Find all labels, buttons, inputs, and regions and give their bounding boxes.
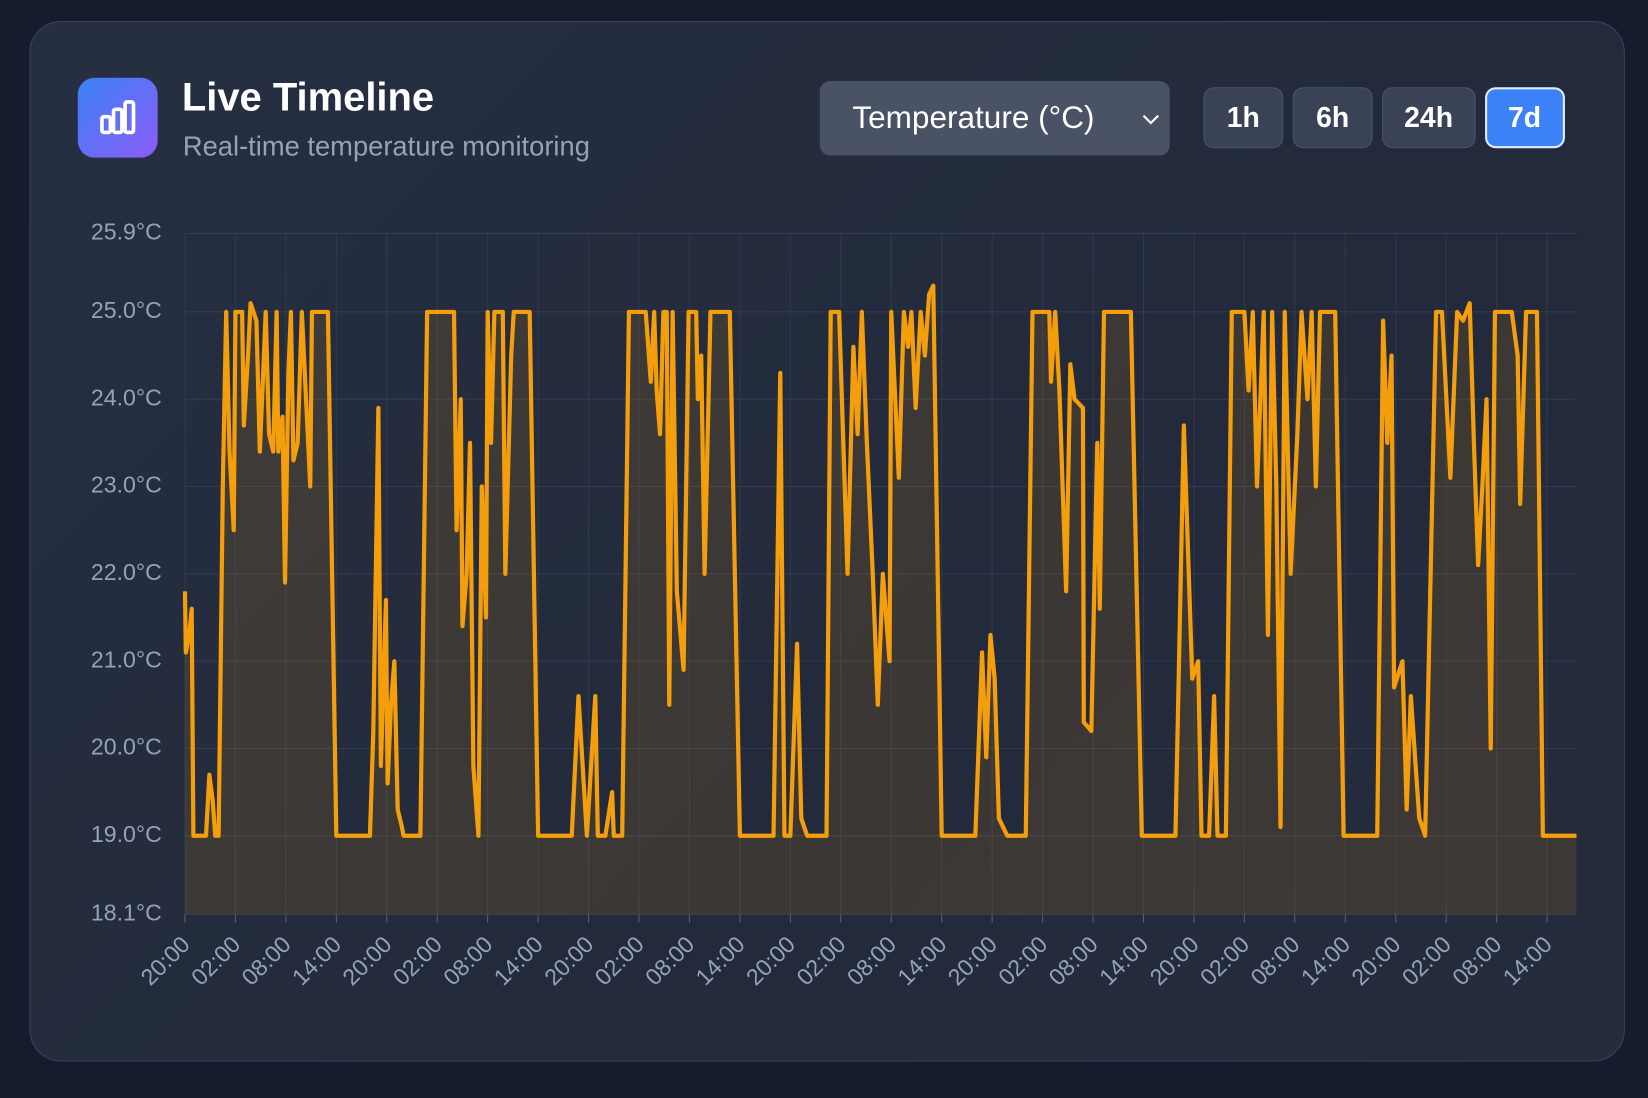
x-tick-label: 20:00 [337,931,396,990]
range-button[interactable]: 24h [1382,87,1476,149]
chevron [1142,114,1159,125]
y-tick-label: 25.0°C [91,297,162,323]
y-tick-label: 19.0°C [91,821,162,847]
x-tick-label: 14:00 [1296,931,1355,990]
x-tick-label: 08:00 [1447,931,1506,990]
x-tick-label: 02:00 [1195,931,1254,990]
y-tick-label: 23.0°C [91,472,162,498]
x-tick-label: 02:00 [186,931,245,990]
range-button[interactable]: 6h [1292,87,1373,149]
x-tick-label: 08:00 [842,931,901,990]
select-text: Temperature (°C) [852,100,1095,136]
x-tick-label: 08:00 [1044,931,1103,990]
subtitle: Real-time temperature monitoring [182,130,590,162]
x-tick-label: 08:00 [640,931,699,990]
app-icon [77,77,158,158]
x-tick-label: 02:00 [590,931,649,990]
y-tick-label: 24.0°C [91,384,162,410]
chart-icon [100,100,136,135]
y-tick-label: 22.0°C [91,559,162,585]
x-tick-label: 20:00 [136,931,195,990]
x-tick-label: 14:00 [690,931,749,990]
y-tick-label: 25.9°C [91,218,162,244]
line [182,283,1577,838]
range-button[interactable]: 1h [1203,87,1284,149]
x-tick-label: 02:00 [993,931,1052,990]
x-tick-label: 20:00 [943,931,1002,990]
x-tick-label: 14:00 [287,931,346,990]
x-tick-label: 14:00 [489,931,548,990]
x-tick-label: 08:00 [236,931,295,990]
title: Live Timeline [181,75,435,120]
y-tick-label: 20.0°C [91,734,162,760]
x-tick-label: 08:00 [1245,931,1304,990]
x-tick-label: 02:00 [1397,931,1456,990]
x-tick-label: 14:00 [1094,931,1153,990]
x-tick-label: 02:00 [388,931,447,990]
x-tick-label: 20:00 [1346,931,1405,990]
y-tick-label: 21.0°C [91,646,162,672]
x-tick-label: 14:00 [892,931,951,990]
range-buttons: 1h 6h 24h 7d [1203,87,1565,149]
metric-select[interactable]: Temperature (°C) [819,80,1170,156]
x-tick-label: 08:00 [438,931,497,990]
y-tick-label: 18.1°C [91,899,162,925]
x-tick-label: 20:00 [741,931,800,990]
x-tick-label: 20:00 [539,931,598,990]
range-button[interactable]: 7d [1484,87,1565,149]
x-tick-label: 20:00 [1144,931,1203,990]
x-tick-label: 02:00 [791,931,850,990]
x-tick-label: 14:00 [1498,931,1557,990]
